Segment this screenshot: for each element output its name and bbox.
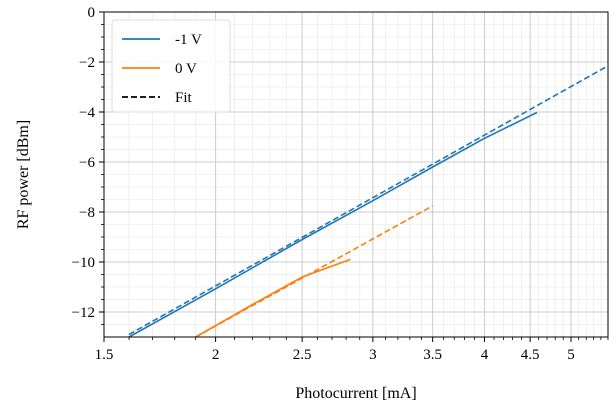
x-tick-label: 4: [481, 347, 489, 363]
x-tick-label: 3.5: [423, 347, 442, 363]
y-tick-label: −10: [72, 255, 95, 271]
data-series: [128, 65, 608, 337]
y-tick-label: 0: [88, 5, 96, 21]
series-line-0-v-fit: [195, 205, 434, 337]
axis-ticks: 1.5 2 2.5 3 3.5 4 4.5 5 0 −2 −4 −6 −8 −10 −12: [72, 5, 609, 363]
legend-label: 0 V: [175, 61, 197, 77]
series-line-0-v: [195, 258, 351, 337]
x-tick-label: 3: [369, 347, 377, 363]
y-axis-label: RF power [dBm]: [15, 120, 32, 229]
legend-label: Fit: [175, 90, 193, 106]
y-tick-label: −4: [79, 105, 95, 121]
x-tick-label: 1.5: [95, 347, 114, 363]
series-line--1-v: [128, 111, 538, 337]
y-tick-label: −8: [79, 205, 95, 221]
y-tick-label: −6: [79, 155, 95, 171]
y-tick-label: −12: [72, 305, 95, 321]
x-axis-label: Photocurrent [mA]: [295, 385, 416, 402]
x-tick-label: 4.5: [521, 347, 540, 363]
legend-box: [111, 19, 231, 113]
x-tick-label: 2.5: [293, 347, 312, 363]
y-tick-label: −2: [79, 55, 95, 71]
series-line--1-v-fit: [128, 65, 608, 336]
x-tick-label: 5: [567, 347, 575, 363]
legend-label: -1 V: [175, 32, 202, 48]
legend: -1 V 0 V Fit: [111, 19, 231, 113]
x-tick-label: 2: [212, 347, 220, 363]
